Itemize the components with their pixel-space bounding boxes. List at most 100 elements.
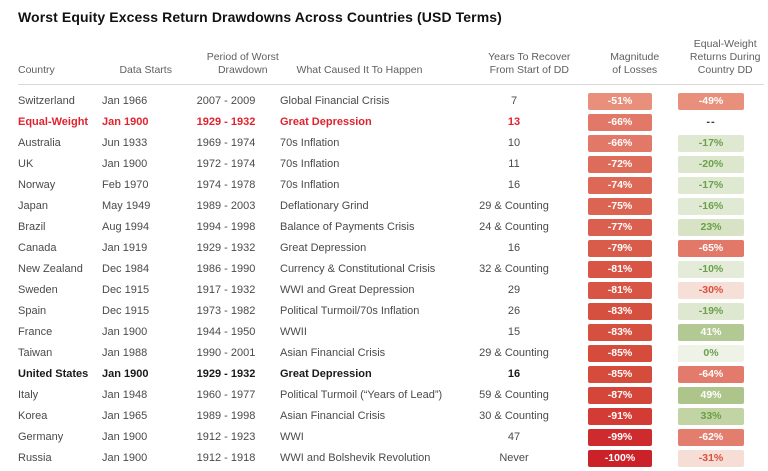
- table-row-italy: Italy Jan 1948 1960 - 1977 Political Turmoi…: [0, 385, 768, 406]
- cell-period: 1929 - 1932: [196, 242, 256, 254]
- magnitude-heat-badge: -99%: [588, 429, 652, 446]
- cell-cause: Great Depression: [280, 368, 372, 380]
- cell-years: 29 & Counting: [479, 200, 549, 212]
- cell-period: 1986 - 1990: [196, 263, 256, 275]
- cell-cause: 70s Inflation: [280, 137, 340, 149]
- cell-period: 1960 - 1977: [196, 389, 256, 401]
- cell-data-starts: Dec 1984: [102, 263, 150, 275]
- cell-years: 30 & Counting: [479, 410, 549, 422]
- column-header-country: Country: [18, 63, 55, 76]
- cell-magnitude: -87%: [568, 387, 672, 404]
- cell-years: 7: [510, 95, 518, 107]
- cell-equal-weight-return: -62%: [672, 429, 750, 446]
- cell-country: Canada: [18, 242, 57, 254]
- page-title: Worst Equity Excess Return Drawdowns Acr…: [18, 9, 502, 25]
- equal-weight-heat-badge: -62%: [678, 429, 744, 446]
- cell-period: 1912 - 1918: [196, 452, 256, 464]
- cell-magnitude: -85%: [568, 366, 672, 383]
- cell-years: Never: [499, 452, 529, 464]
- table-row-russia: Russia Jan 1900 1912 - 1918 WWI and Bolshev…: [0, 448, 768, 469]
- table-row-taiwan: Taiwan Jan 1988 1990 - 2001 Asian Financial…: [0, 343, 768, 364]
- cell-country: Australia: [18, 137, 61, 149]
- column-header-years: Years To Recover From Start of DD: [488, 50, 571, 76]
- cell-equal-weight-return: -31%: [672, 450, 750, 467]
- magnitude-heat-badge: -87%: [588, 387, 652, 404]
- cell-equal-weight-return: -65%: [672, 240, 750, 257]
- equal-weight-heat-badge: -19%: [678, 303, 744, 320]
- table-row-canada: Canada Jan 1919 1929 - 1932 Great Depressio…: [0, 238, 768, 259]
- cell-period: 1989 - 2003: [196, 200, 256, 212]
- cell-country: Equal-Weight: [18, 116, 89, 128]
- cell-country: Korea: [18, 410, 48, 422]
- table-header-row: Country Data Starts Period of Worst Drawdo…: [18, 27, 764, 85]
- cell-equal-weight-return: 41%: [672, 324, 750, 341]
- equal-weight-heat-badge: -20%: [678, 156, 744, 173]
- cell-cause: 70s Inflation: [280, 158, 340, 170]
- cell-data-starts: Jan 1919: [102, 242, 148, 254]
- cell-magnitude: -85%: [568, 345, 672, 362]
- table-row-sweden: Sweden Dec 1915 1917 - 1932 WWI and Great D…: [0, 280, 768, 301]
- equal-weight-heat-badge: -64%: [678, 366, 744, 383]
- cell-equal-weight-return: 49%: [672, 387, 750, 404]
- cell-years: 29: [507, 284, 521, 296]
- magnitude-heat-badge: -85%: [588, 366, 652, 383]
- cell-years: 15: [507, 326, 521, 338]
- table-row-new-zealand: New Zealand Dec 1984 1986 - 1990 Currency &…: [0, 259, 768, 280]
- cell-cause: WWI and Bolshevik Revolution: [280, 452, 431, 464]
- cell-cause: WWII: [280, 326, 307, 338]
- cell-equal-weight-return: -49%: [672, 93, 750, 110]
- drawdown-table: Country Data Starts Period of Worst Drawdo…: [0, 27, 768, 469]
- cell-country: Norway: [18, 179, 56, 191]
- cell-country: Spain: [18, 305, 47, 317]
- cell-equal-weight-return: 23%: [672, 219, 750, 236]
- column-header-magnitude: Magnitude of Losses: [610, 50, 660, 76]
- cell-country: Sweden: [18, 284, 58, 296]
- equal-weight-heat-badge: -16%: [678, 198, 744, 215]
- cell-equal-weight-return: -17%: [672, 177, 750, 194]
- cell-country: Switzerland: [18, 95, 75, 107]
- cell-data-starts: Jan 1948: [102, 389, 148, 401]
- cell-equal-weight-return: -19%: [672, 303, 750, 320]
- cell-period: 1989 - 1998: [196, 410, 256, 422]
- cell-equal-weight-return: 0%: [672, 345, 750, 362]
- cell-magnitude: -74%: [568, 177, 672, 194]
- cell-data-starts: Dec 1915: [102, 284, 150, 296]
- cell-years: 24 & Counting: [479, 221, 549, 233]
- cell-cause: Balance of Payments Crisis: [280, 221, 415, 233]
- cell-cause: WWI and Great Depression: [280, 284, 415, 296]
- cell-magnitude: -83%: [568, 324, 672, 341]
- cell-years: 16: [507, 368, 521, 380]
- equal-weight-heat-badge: 33%: [678, 408, 744, 425]
- cell-cause: 70s Inflation: [280, 179, 340, 191]
- cell-data-starts: Jun 1933: [102, 137, 148, 149]
- cell-cause: Global Financial Crisis: [280, 95, 390, 107]
- table-row-switzerland: Switzerland Jan 1966 2007 - 2009 Global Fin…: [0, 91, 768, 112]
- cell-country: Italy: [18, 389, 39, 401]
- cell-years: 26: [507, 305, 521, 317]
- cell-magnitude: -66%: [568, 114, 672, 131]
- magnitude-heat-badge: -85%: [588, 345, 652, 362]
- cell-data-starts: Jan 1965: [102, 410, 148, 422]
- cell-equal-weight-return: -16%: [672, 198, 750, 215]
- cell-data-starts: Jan 1988: [102, 347, 148, 359]
- cell-country: Brazil: [18, 221, 46, 233]
- cell-period: 1912 - 1923: [196, 431, 256, 443]
- cell-equal-weight-return: -64%: [672, 366, 750, 383]
- cell-country: France: [18, 326, 53, 338]
- cell-magnitude: -79%: [568, 240, 672, 257]
- cell-magnitude: -81%: [568, 282, 672, 299]
- cell-data-starts: Jan 1900: [102, 368, 149, 380]
- magnitude-heat-badge: -75%: [588, 198, 652, 215]
- cell-country: Japan: [18, 200, 48, 212]
- magnitude-heat-badge: -66%: [588, 114, 652, 131]
- equal-weight-heat-badge: -10%: [678, 261, 744, 278]
- magnitude-heat-badge: -74%: [588, 177, 652, 194]
- magnitude-heat-badge: -81%: [588, 282, 652, 299]
- cell-equal-weight-return: -10%: [672, 261, 750, 278]
- table-row-united-states: United States Jan 1900 1929 - 1932 Great De…: [0, 364, 768, 385]
- cell-data-starts: Feb 1970: [102, 179, 149, 191]
- cell-magnitude: -81%: [568, 261, 672, 278]
- cell-equal-weight-return: -20%: [672, 156, 750, 173]
- cell-equal-weight-return: -17%: [672, 135, 750, 152]
- equal-weight-heat-badge: -65%: [678, 240, 744, 257]
